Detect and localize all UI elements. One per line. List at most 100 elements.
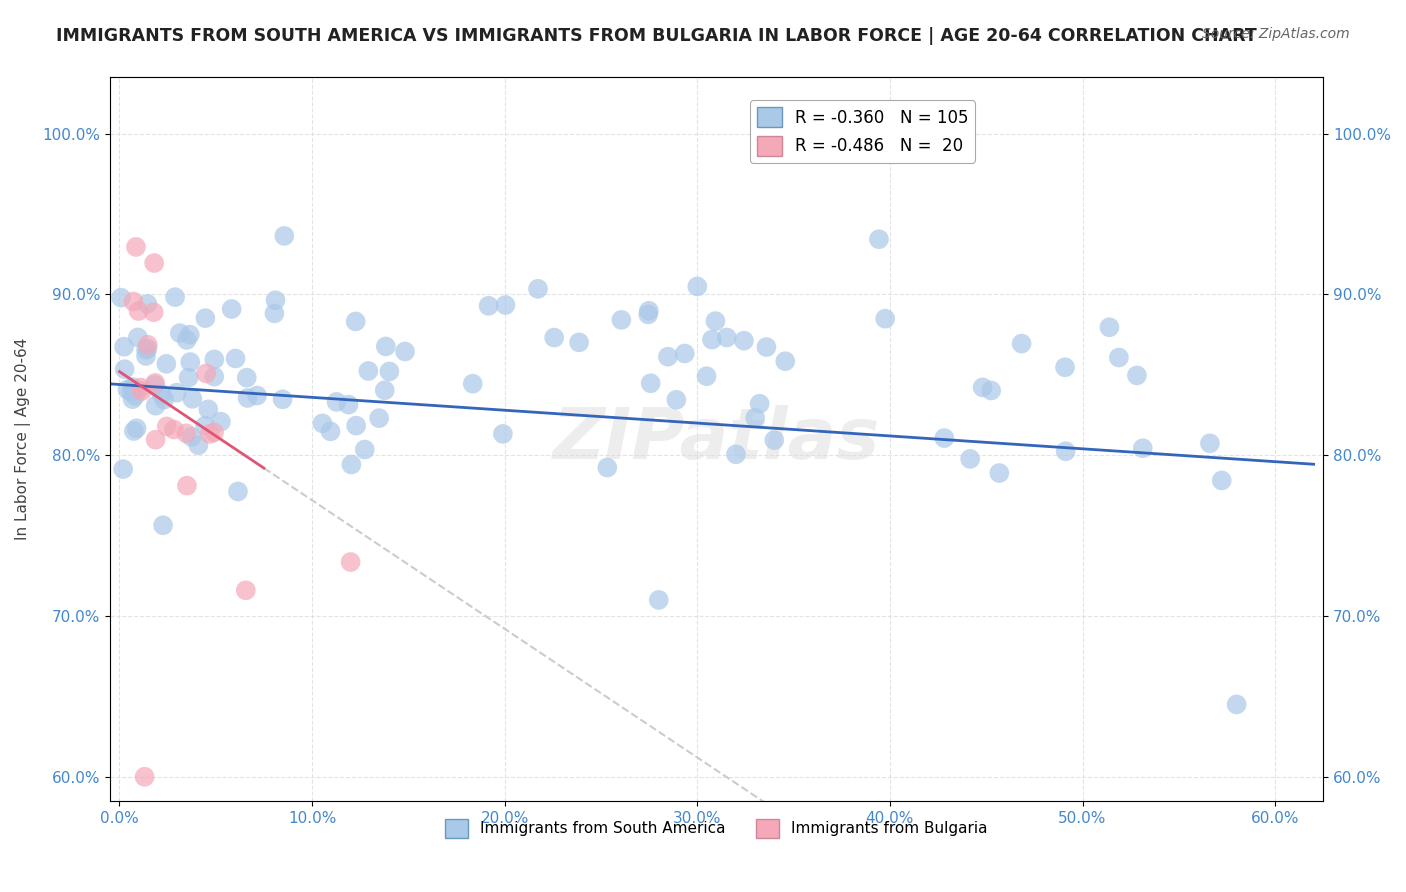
Point (344, 418, 367, 433)
Point (716, 330, 738, 344)
Point (128, 304, 150, 318)
Point (1126, 368, 1149, 383)
Point (194, 418, 217, 433)
Point (122, 294, 145, 309)
Point (136, 297, 159, 311)
Point (337, 398, 360, 412)
Point (1132, 442, 1154, 456)
Point (648, 593, 671, 607)
Point (112, 462, 135, 476)
Point (114, 362, 136, 376)
Point (179, 327, 201, 342)
Point (271, 392, 294, 407)
Point (122, 424, 145, 438)
Point (156, 419, 179, 434)
Point (775, 354, 797, 368)
Point (163, 423, 186, 437)
Point (236, 391, 259, 405)
Point (1108, 351, 1130, 365)
Point (143, 376, 166, 390)
Point (637, 307, 659, 321)
Point (665, 392, 688, 407)
Point (353, 442, 375, 457)
Point (179, 355, 201, 369)
Point (495, 298, 517, 312)
Point (117, 383, 139, 397)
Point (610, 313, 633, 327)
Point (378, 364, 401, 378)
Point (120, 384, 142, 399)
Point (704, 314, 727, 328)
Point (166, 385, 188, 400)
Point (165, 290, 187, 304)
Point (374, 339, 396, 353)
Point (755, 340, 778, 354)
Point (135, 349, 157, 363)
Point (145, 433, 167, 447)
Point (959, 451, 981, 466)
Point (357, 364, 380, 378)
Point (394, 344, 416, 359)
Point (1226, 698, 1249, 712)
Point (311, 417, 333, 431)
Point (226, 484, 249, 499)
Point (195, 367, 218, 381)
Point (135, 343, 157, 357)
Point (319, 425, 342, 439)
Point (1053, 360, 1076, 375)
Point (568, 335, 591, 350)
Point (221, 301, 243, 316)
Point (143, 256, 166, 270)
Point (700, 333, 723, 347)
Text: ZIPatlas: ZIPatlas (553, 405, 880, 474)
Point (134, 770, 156, 784)
Point (110, 291, 132, 305)
Point (176, 478, 198, 492)
Point (980, 384, 1002, 398)
Point (492, 426, 515, 441)
Point (136, 338, 159, 352)
Point (145, 399, 167, 413)
Point (461, 376, 484, 391)
Point (176, 333, 198, 347)
Text: Source: ZipAtlas.com: Source: ZipAtlas.com (1202, 27, 1350, 41)
Point (197, 402, 219, 417)
Point (934, 431, 956, 445)
Point (131, 384, 153, 398)
Point (875, 311, 897, 326)
Point (733, 334, 755, 348)
Point (988, 466, 1011, 480)
Point (235, 583, 257, 598)
Point (202, 369, 225, 384)
Point (187, 438, 209, 452)
Point (225, 351, 247, 366)
Point (181, 392, 204, 406)
Point (125, 421, 148, 435)
Point (198, 426, 221, 441)
Point (637, 303, 659, 318)
Point (150, 387, 173, 401)
Point (673, 346, 696, 360)
Point (1011, 336, 1033, 351)
Point (340, 458, 363, 472)
Point (686, 279, 709, 293)
Point (136, 342, 159, 356)
Point (143, 378, 166, 392)
Point (1211, 474, 1233, 488)
Point (339, 555, 361, 569)
Point (209, 415, 232, 429)
Point (264, 293, 287, 308)
Point (763, 433, 786, 447)
Point (325, 395, 347, 409)
Point (202, 352, 225, 367)
Point (152, 518, 174, 533)
Point (368, 411, 391, 425)
Point (744, 410, 766, 425)
Point (374, 384, 396, 398)
Point (640, 376, 662, 391)
Point (344, 314, 367, 328)
Point (180, 430, 202, 444)
Point (724, 447, 747, 461)
Point (972, 380, 994, 394)
Point (1098, 320, 1121, 334)
